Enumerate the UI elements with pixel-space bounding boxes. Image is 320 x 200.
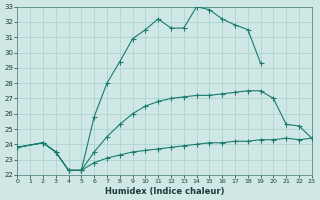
X-axis label: Humidex (Indice chaleur): Humidex (Indice chaleur)	[105, 187, 224, 196]
